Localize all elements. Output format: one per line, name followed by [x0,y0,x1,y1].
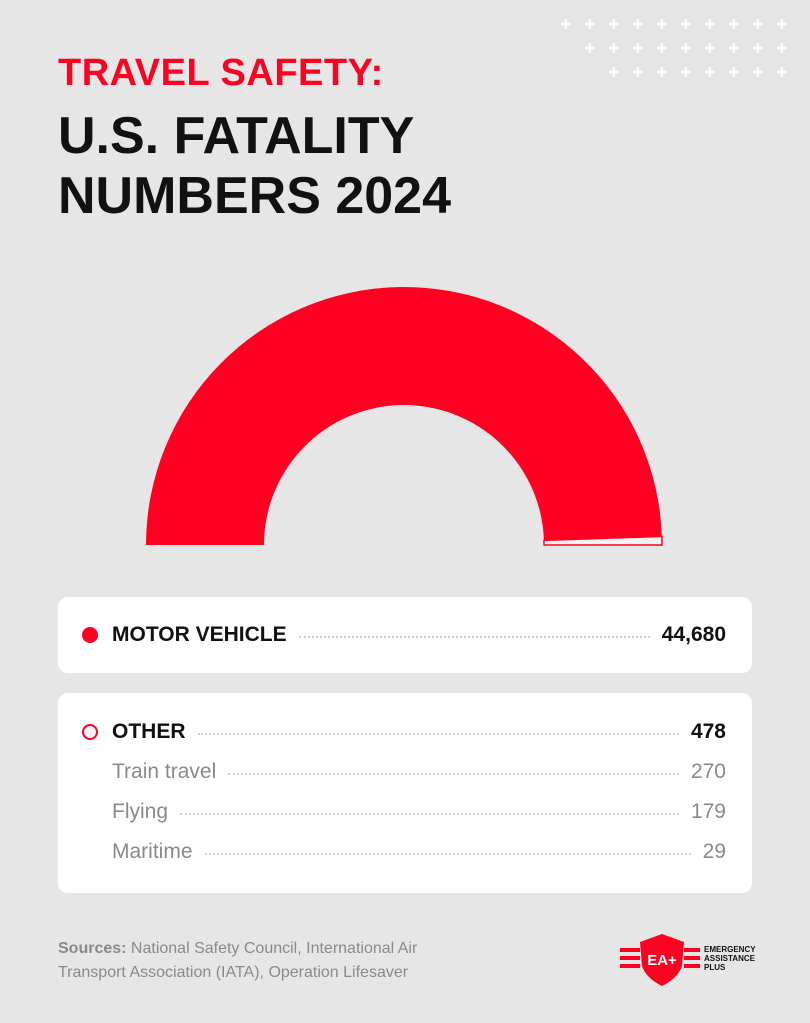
logo-line: PLUS [704,963,726,972]
plus-icon [729,43,739,53]
plus-icon [729,67,739,77]
legend-swatch [82,724,98,740]
chart [146,287,663,546]
plus-icon [705,67,715,77]
breakdown-value: 270 [690,760,726,783]
value-label: 478 [690,720,726,743]
decoration [561,19,787,77]
legend-card: MOTOR VEHICLE 44,680 [58,597,752,673]
sources-text: National Safety Council, International A… [58,940,418,981]
plus-icon [753,19,763,29]
value-label: 44,680 [661,623,726,646]
breakdown-value: 29 [702,840,726,863]
plus-icon [609,43,619,53]
logo-line: ASSISTANCE [704,954,756,963]
donut-segment [543,535,663,546]
chart-title: U.S. FATALITY NUMBERS 2024 [58,107,452,225]
plus-icon [561,19,571,29]
plus-icon [705,43,715,53]
breakdown-row: Flying 179 [82,792,726,832]
plus-icon [633,43,643,53]
logo: EA+ EMERGENCY ASSISTANCE PLUS [620,934,756,986]
plus-icon [777,43,787,53]
plus-icon [729,19,739,29]
plus-icon [705,19,715,29]
plus-icon [657,43,667,53]
legend-label: OTHER [112,720,186,743]
leader [204,853,691,855]
plus-icon [609,19,619,29]
plus-icon [777,67,787,77]
plus-icon [633,19,643,29]
plus-icon [777,19,787,29]
breakdown-value: 179 [690,800,726,823]
leader [197,733,679,735]
plus-icon [753,43,763,53]
legend-label: MOTOR VEHICLE [112,623,287,646]
plus-icon [657,67,667,77]
logo-text: EMERGENCY ASSISTANCE PLUS [704,945,756,972]
plus-icon [681,19,691,29]
legend-row: MOTOR VEHICLE 44,680 [82,615,726,655]
plus-icon [633,67,643,77]
logo-line: EMERGENCY [704,945,756,954]
breakdown-label: Flying [112,800,169,823]
sources-label: Sources: [58,940,127,957]
leader [228,773,679,775]
legend-card: OTHER 478 Train travel 270 Flying 179 Mariti… [58,693,752,893]
legend-swatch [82,627,98,643]
leader [298,636,650,638]
plus-icon [585,43,595,53]
logo-mark: EA+ [647,952,677,969]
breakdown-row: Train travel 270 [82,752,726,792]
plus-icon [585,19,595,29]
plus-icon [681,67,691,77]
plus-icon [753,67,763,77]
leader [180,813,679,815]
donut-segment [146,287,662,545]
breakdown-row: Maritime 29 [82,832,726,872]
breakdown-label: Train travel [112,760,217,783]
breakdown-label: Maritime [112,840,193,863]
plus-icon [657,19,667,29]
plus-icon [681,43,691,53]
sources: Sources: National Safety Council, Intern… [58,937,478,985]
supertitle: TRAVEL SAFETY: [58,52,384,94]
plus-icon [609,67,619,77]
legend-row: OTHER 478 [82,712,726,752]
